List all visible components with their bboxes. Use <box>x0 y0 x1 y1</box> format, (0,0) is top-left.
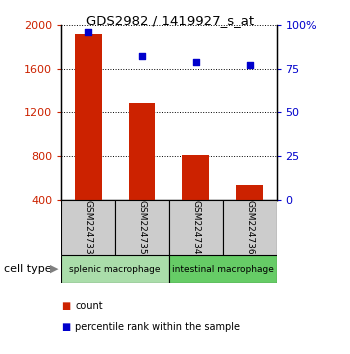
Text: ■: ■ <box>61 322 70 332</box>
Bar <box>182 155 209 200</box>
Text: percentile rank within the sample: percentile rank within the sample <box>75 322 240 332</box>
Text: splenic macrophage: splenic macrophage <box>69 264 161 274</box>
Text: ▶: ▶ <box>50 264 58 274</box>
Text: GSM224733: GSM224733 <box>84 200 93 255</box>
Text: ■: ■ <box>61 301 70 311</box>
Bar <box>61 200 115 255</box>
Text: GDS2982 / 1419927_s_at: GDS2982 / 1419927_s_at <box>86 14 254 27</box>
Point <box>139 53 145 59</box>
Bar <box>128 103 155 200</box>
Bar <box>61 255 169 283</box>
Text: intestinal macrophage: intestinal macrophage <box>172 264 274 274</box>
Bar <box>75 34 102 200</box>
Point <box>85 29 91 35</box>
Bar <box>236 185 263 200</box>
Bar <box>169 200 223 255</box>
Bar <box>169 255 276 283</box>
Text: GSM224736: GSM224736 <box>245 200 254 255</box>
Bar <box>223 200 276 255</box>
Bar <box>115 200 169 255</box>
Text: cell type: cell type <box>4 264 51 274</box>
Point <box>193 59 198 64</box>
Point <box>247 62 252 68</box>
Text: GSM224734: GSM224734 <box>191 200 200 255</box>
Text: GSM224735: GSM224735 <box>138 200 146 255</box>
Text: count: count <box>75 301 103 311</box>
